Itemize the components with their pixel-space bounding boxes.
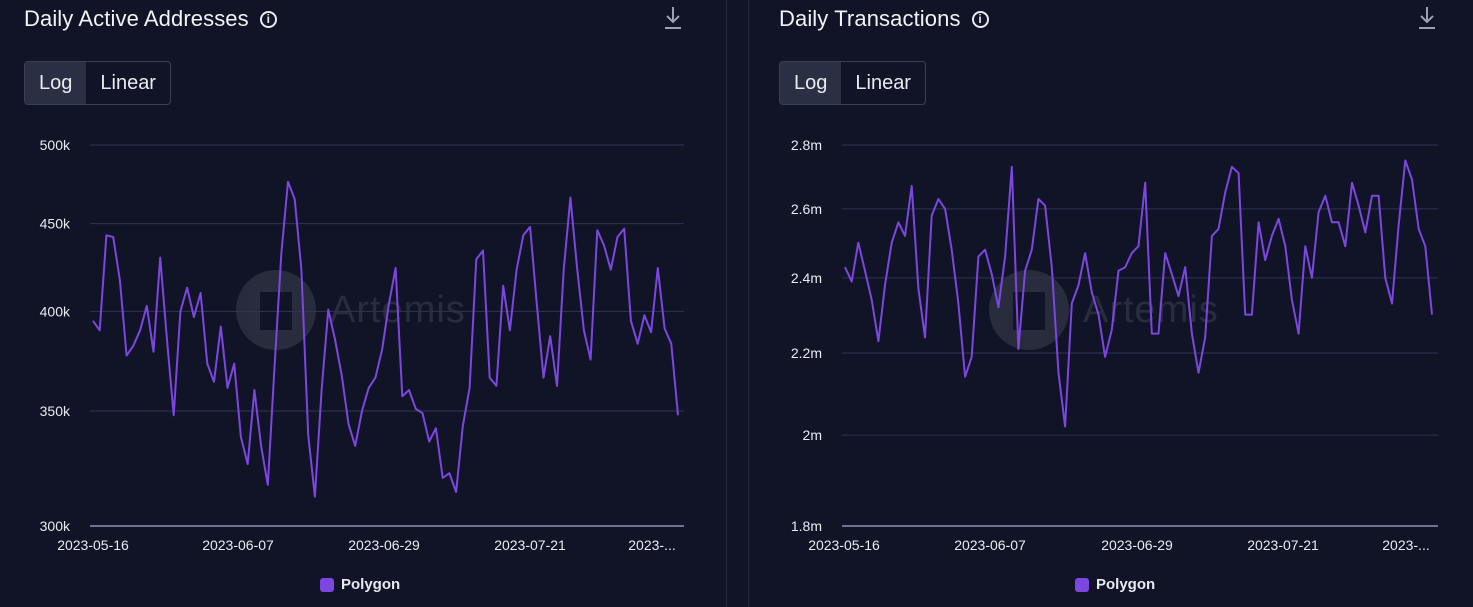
legend-label: Polygon [1096,576,1156,593]
daily-transactions-panel: Daily Transactions i Log Linear Artemis … [749,0,1473,607]
info-icon[interactable]: i [971,10,989,28]
scale-toggle: Log Linear [779,61,926,105]
linear-scale-button[interactable]: Linear [100,71,156,94]
x-tick-label: 2023-06-07 [202,537,274,553]
y-tick-label: 450k [40,216,71,232]
daily-transactions-chart: 1.8m 2m 2.2m 2.4m 2.6m 2.8m 2023-05-16 2023-06-… [791,137,1438,553]
x-tick-label: 2023-05-16 [808,537,880,553]
y-tick-label: 2.4m [791,270,822,286]
series-line-polygon[interactable] [844,159,1433,428]
linear-scale-button[interactable]: Linear [855,71,911,94]
series-line-polygon[interactable] [92,180,679,498]
x-tick-label: 2023-07-21 [494,537,566,553]
title-row: Daily Transactions i [779,6,989,32]
download-icon[interactable] [1418,6,1436,32]
chart-title: Daily Active Addresses [24,6,249,31]
daily-active-addresses-chart: 300k 350k 400k 450k 500k 2023-05-16 2023-06-07… [40,137,684,553]
legend[interactable]: Polygon [1075,576,1155,593]
x-tick-label: 2023-... [628,537,675,553]
y-tick-label: 500k [40,137,71,153]
info-icon[interactable]: i [259,10,277,28]
log-scale-button[interactable]: Log [780,62,842,104]
scale-toggle: Log Linear [24,61,171,105]
y-tick-label: 2.2m [791,345,822,361]
x-tick-label: 2023-06-07 [954,537,1026,553]
y-tick-label: 2m [803,427,822,443]
y-tick-label: 1.8m [791,518,822,534]
y-tick-label: 2.8m [791,137,822,153]
legend-label: Polygon [341,576,401,593]
y-tick-label: 300k [40,518,71,534]
x-tick-label: 2023-06-29 [348,537,420,553]
y-tick-label: 350k [40,403,71,419]
x-tick-label: 2023-05-16 [57,537,129,553]
y-tick-label: 400k [40,303,71,319]
legend-swatch [320,577,334,592]
x-tick-label: 2023-... [1382,537,1429,553]
legend[interactable]: Polygon [320,576,400,593]
chart-title: Daily Transactions [779,6,961,31]
panel-divider [726,0,727,607]
download-icon[interactable] [664,6,682,32]
title-row: Daily Active Addresses i [24,6,277,32]
x-tick-label: 2023-07-21 [1247,537,1319,553]
x-tick-label: 2023-06-29 [1101,537,1173,553]
y-tick-label: 2.6m [791,201,822,217]
daily-active-addresses-panel: Daily Active Addresses i Log Linear Arte… [0,0,726,607]
log-scale-button[interactable]: Log [25,62,87,104]
legend-swatch [1075,577,1089,592]
panel-divider [748,0,749,607]
